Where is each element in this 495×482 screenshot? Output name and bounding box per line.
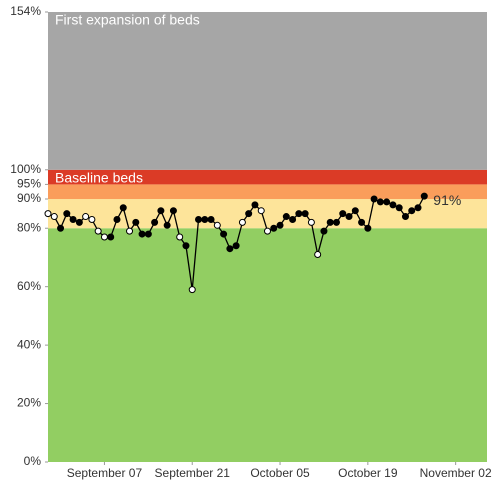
point	[107, 233, 115, 241]
point	[144, 230, 152, 238]
point	[376, 198, 384, 206]
point	[207, 215, 215, 223]
point	[201, 215, 209, 223]
y-tick-label: 40%	[17, 337, 41, 351]
point	[307, 218, 315, 226]
point	[401, 213, 409, 221]
x-tick-label: September 21	[155, 466, 231, 480]
point	[358, 218, 366, 226]
point	[332, 218, 340, 226]
point	[345, 213, 353, 221]
band	[48, 184, 487, 200]
point	[94, 227, 102, 235]
y-tick-label: 20%	[17, 396, 41, 410]
band-label: First expansion of beds	[55, 12, 200, 28]
point	[276, 221, 284, 229]
point	[169, 207, 177, 215]
point	[75, 218, 83, 226]
point	[314, 251, 322, 259]
point	[395, 204, 403, 212]
point	[182, 242, 190, 250]
band	[48, 12, 487, 170]
point	[88, 215, 96, 223]
x-tick-label: September 07	[67, 466, 143, 480]
point	[119, 204, 127, 212]
point	[132, 218, 140, 226]
point	[113, 215, 121, 223]
band-label: Baseline beds	[55, 169, 143, 185]
point	[420, 192, 428, 200]
band	[48, 169, 487, 185]
point	[232, 242, 240, 250]
point	[63, 210, 71, 218]
point	[339, 210, 347, 218]
point	[163, 221, 171, 229]
point	[364, 224, 372, 232]
point	[351, 207, 359, 215]
point	[195, 215, 203, 223]
point	[220, 230, 228, 238]
point	[82, 213, 90, 221]
y-tick-label: 80%	[17, 220, 41, 234]
point	[44, 210, 52, 218]
point	[370, 195, 378, 203]
point	[138, 230, 146, 238]
point	[389, 201, 397, 209]
point	[238, 218, 246, 226]
point	[69, 215, 77, 223]
y-tick-label: 95%	[17, 177, 41, 191]
point	[251, 201, 259, 209]
x-tick-label: October 19	[338, 466, 398, 480]
point	[282, 213, 290, 221]
point	[257, 207, 265, 215]
point	[408, 207, 416, 215]
point	[295, 210, 303, 218]
point	[245, 210, 253, 218]
point	[301, 210, 309, 218]
y-tick-label: 0%	[24, 454, 42, 468]
point	[151, 218, 159, 226]
point	[126, 227, 134, 235]
point	[320, 227, 328, 235]
x-tick-label: October 05	[250, 466, 310, 480]
point	[100, 233, 108, 241]
point	[57, 224, 65, 232]
point	[213, 221, 221, 229]
point	[176, 233, 184, 241]
point	[50, 213, 58, 221]
point	[188, 286, 196, 294]
point	[414, 204, 422, 212]
point	[326, 218, 334, 226]
point	[383, 198, 391, 206]
x-tick-label: November 02	[420, 466, 492, 480]
point	[264, 227, 271, 235]
y-tick-label: 100%	[10, 162, 41, 176]
end-label: 91%	[433, 192, 461, 208]
band	[48, 199, 487, 229]
point	[270, 224, 278, 232]
y-tick-label: 90%	[17, 191, 41, 205]
y-tick-label: 60%	[17, 279, 41, 293]
point	[289, 215, 297, 223]
point	[157, 207, 165, 215]
point	[226, 245, 234, 253]
band	[48, 228, 487, 462]
y-tick-label: 154%	[10, 4, 41, 18]
